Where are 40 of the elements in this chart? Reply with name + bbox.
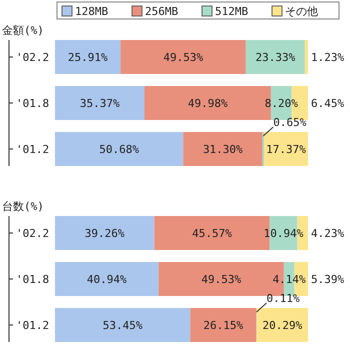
y-tick-label: '01.8 — [16, 97, 50, 110]
data-label: 35.37% — [80, 97, 120, 110]
legend-label: 128MB — [75, 5, 108, 18]
legend-item: 128MB — [62, 5, 108, 18]
data-label: 5.39% — [311, 273, 344, 286]
data-label: 8.20% — [264, 97, 298, 110]
series-label: 256MB — [145, 5, 178, 18]
data-label: 40.94% — [86, 273, 128, 286]
data-label: 0.65% — [273, 116, 307, 129]
y-tick-label: '01.2 — [16, 143, 50, 156]
chart-title: 金額(%) — [2, 24, 44, 37]
data-label: 39.26% — [84, 227, 125, 240]
data-label: 49.53% — [201, 273, 242, 286]
legend-label: その他 — [285, 5, 318, 18]
data-label: 4.14% — [272, 273, 306, 286]
data-label: 0.11% — [266, 292, 300, 305]
data-label: 17.37% — [266, 143, 306, 156]
legend-item: 256MB — [132, 5, 178, 18]
y-tick-label: '01.2 — [16, 319, 50, 332]
data-label: 20.29% — [262, 319, 303, 332]
data-label: 45.57% — [192, 227, 232, 240]
data-label: 1.23% — [311, 51, 344, 64]
y-tick-label: '02.2 — [16, 227, 50, 240]
data-label: 6.45% — [311, 97, 344, 110]
data-label: 4.23% — [311, 227, 344, 240]
data-label: 31.30% — [202, 143, 244, 156]
y-tick-label: '02.2 — [16, 51, 50, 64]
legend-item: その他 — [272, 5, 318, 18]
chart-title: 台数(%) — [2, 200, 44, 213]
legend-item: 512MB — [202, 5, 248, 18]
legend-label: 512MB — [215, 5, 248, 18]
y-tick-label: '01.8 — [16, 273, 50, 286]
data-label: 10.94% — [264, 227, 304, 240]
data-label: 26.15% — [203, 319, 244, 332]
data-label: 49.98% — [188, 97, 228, 110]
data-label: 25.91% — [68, 51, 108, 64]
data-label: 53.45% — [102, 319, 143, 332]
data-label: 23.33% — [256, 51, 296, 64]
data-label: 49.53% — [163, 51, 204, 64]
data-label: 50.68% — [99, 143, 140, 156]
